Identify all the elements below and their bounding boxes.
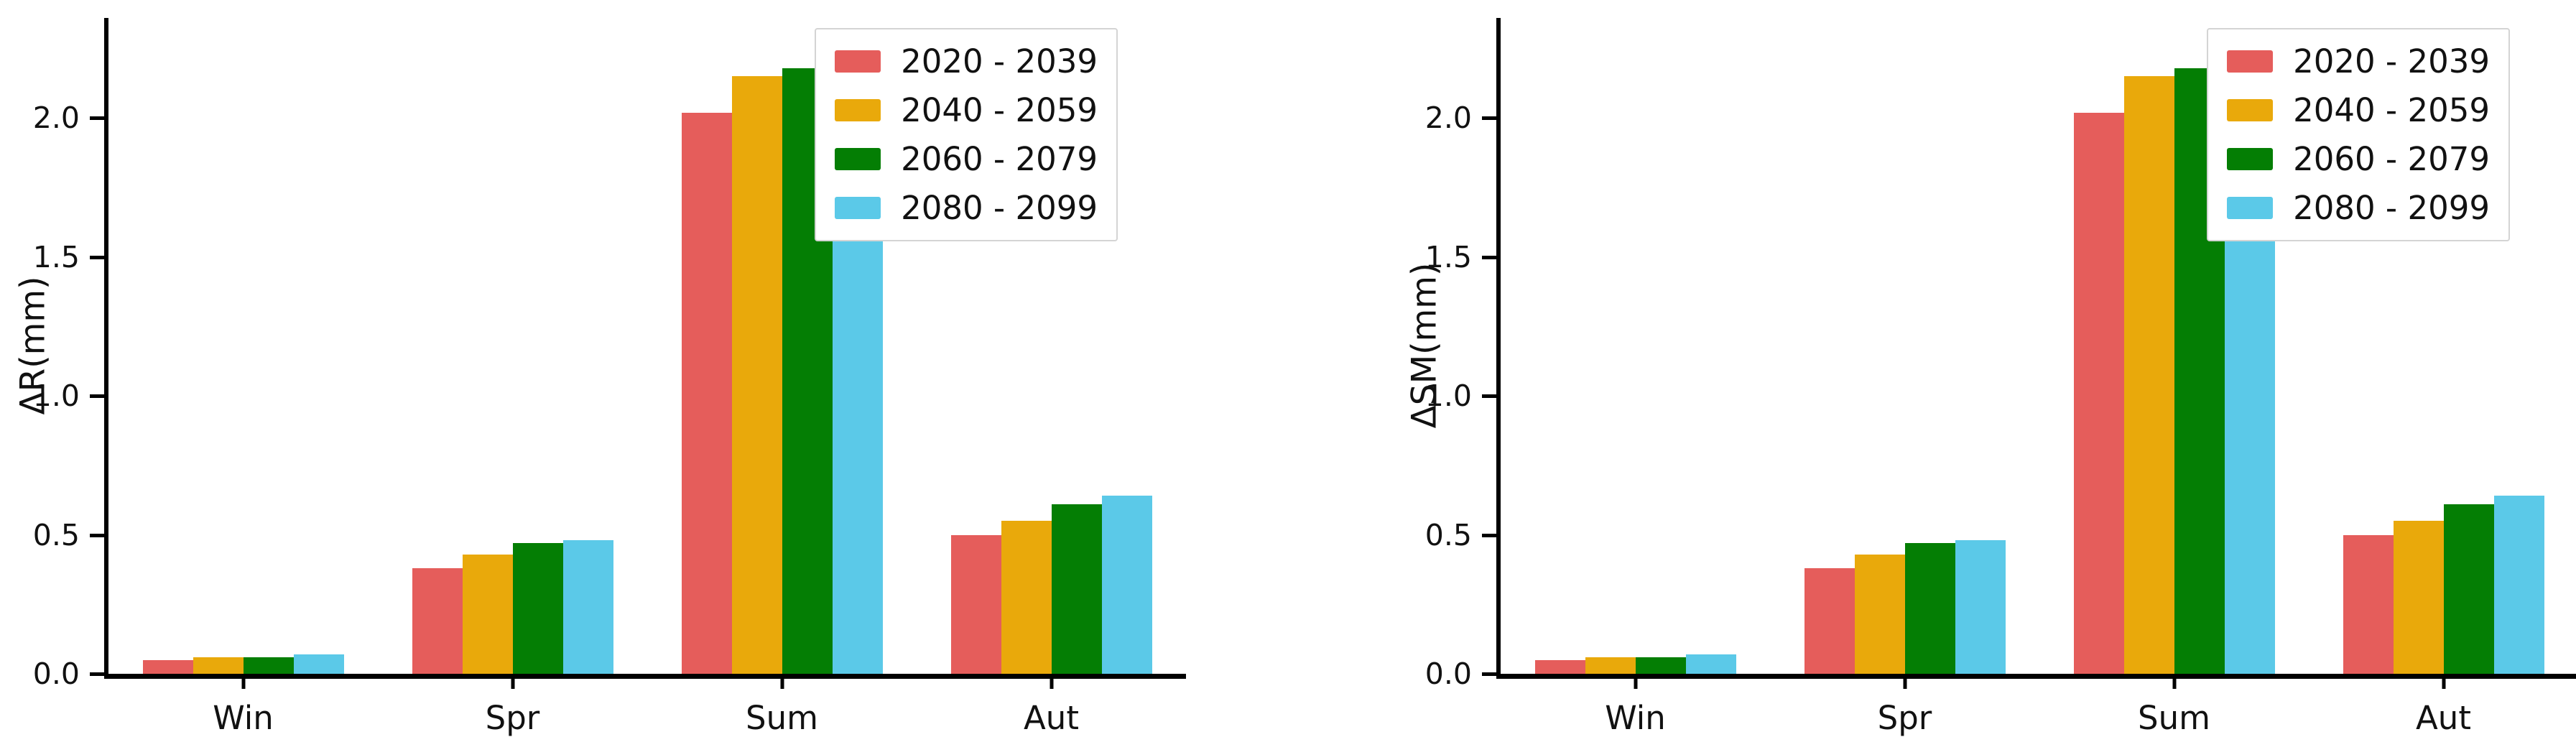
legend: 2020 - 2039 2040 - 2059 2060 - 2079 2080 - … xyxy=(815,28,1118,241)
bar xyxy=(1585,657,1636,674)
legend-color-swatch xyxy=(835,50,881,73)
bar xyxy=(412,568,463,674)
legend: 2020 - 2039 2040 - 2059 2060 - 2079 2080 - … xyxy=(2207,28,2510,241)
legend-label: 2040 - 2059 xyxy=(2293,91,2490,129)
y-tick-mark xyxy=(1482,116,1496,121)
bar xyxy=(1685,654,1736,674)
bar xyxy=(1635,657,1686,674)
y-tick-mark xyxy=(90,672,104,676)
x-tick-mark xyxy=(1903,679,1906,689)
bar xyxy=(681,112,732,674)
y-tick-mark xyxy=(90,255,104,259)
legend-label: 2080 - 2099 xyxy=(901,189,1098,227)
bar xyxy=(2073,112,2124,674)
y-tick-mark xyxy=(1482,255,1496,259)
bar xyxy=(1051,504,1102,674)
x-category-label: Aut xyxy=(2416,699,2471,737)
bar xyxy=(950,534,1001,674)
bar xyxy=(1534,659,1585,674)
bar xyxy=(1101,496,1152,674)
x-tick-mark xyxy=(1050,679,1053,689)
legend-item: 2020 - 2039 xyxy=(2227,42,2490,80)
bar xyxy=(1854,554,1905,674)
legend-color-swatch xyxy=(2227,197,2274,219)
x-tick-mark xyxy=(780,679,784,689)
y-tick-label: 2.0 xyxy=(1424,101,1472,136)
y-tick-mark xyxy=(1482,672,1496,676)
legend-item: 2060 - 2079 xyxy=(835,140,1098,178)
plot-area: 0.0 0.5 1.0 1.5 2.0 Win Spr Sum Aut 2020 - 2039 20… xyxy=(33,18,1186,737)
legend-label: 2060 - 2079 xyxy=(2293,140,2490,178)
bar xyxy=(462,554,513,674)
bar xyxy=(1804,568,1855,674)
bar xyxy=(2493,496,2544,674)
y-tick-mark xyxy=(90,116,104,121)
x-tick-mark xyxy=(1634,679,1637,689)
legend-color-swatch xyxy=(2227,148,2274,170)
legend-color-swatch xyxy=(2227,50,2274,73)
y-tick-label: 0.5 xyxy=(32,517,80,552)
legend-label: 2020 - 2039 xyxy=(2293,42,2490,80)
legend-item: 2080 - 2099 xyxy=(2227,189,2490,227)
bar xyxy=(1904,543,1955,674)
bar xyxy=(2393,521,2444,674)
y-tick-mark xyxy=(90,394,104,399)
y-tick-mark xyxy=(1482,394,1496,399)
x-category-label: Aut xyxy=(1024,699,1079,737)
bar xyxy=(1955,540,2006,674)
legend-label: 2040 - 2059 xyxy=(901,91,1098,129)
legend-label: 2020 - 2039 xyxy=(901,42,1098,80)
legend-item: 2040 - 2059 xyxy=(2227,91,2490,129)
bar xyxy=(2343,534,2394,674)
y-tick-mark xyxy=(1482,533,1496,537)
x-tick-mark xyxy=(241,679,245,689)
bar xyxy=(243,657,294,674)
plot-area: 0.0 0.5 1.0 1.5 2.0 Win Spr Sum Aut 2020 - 2039 20… xyxy=(1425,18,2576,737)
x-category-label: Sum xyxy=(2138,699,2210,737)
legend-label: 2060 - 2079 xyxy=(901,140,1098,178)
x-category-label: Win xyxy=(213,699,274,737)
legend-color-swatch xyxy=(835,99,881,121)
legend-color-swatch xyxy=(835,197,881,219)
x-category-label: Spr xyxy=(485,699,540,737)
chart-delta-r: ΔR(mm) 0.0 0.5 1.0 1.5 2.0 Win Spr Sum Aut 2020 -… xyxy=(0,0,1288,737)
legend-item: 2040 - 2059 xyxy=(835,91,1098,129)
bar xyxy=(2443,504,2494,674)
y-tick-label: 2.0 xyxy=(32,101,80,136)
y-tick-label: 1.0 xyxy=(1424,379,1472,414)
bar xyxy=(731,76,782,674)
x-category-label: Win xyxy=(1605,699,1666,737)
y-tick-label: 0.0 xyxy=(32,657,80,691)
legend-color-swatch xyxy=(2227,99,2274,121)
bar xyxy=(512,543,563,674)
legend-color-swatch xyxy=(835,148,881,170)
y-tick-label: 1.5 xyxy=(1424,239,1472,274)
bar xyxy=(142,659,193,674)
x-category-label: Spr xyxy=(1877,699,1932,737)
y-tick-label: 1.0 xyxy=(32,379,80,414)
bar xyxy=(2123,76,2174,674)
y-tick-label: 1.5 xyxy=(32,239,80,274)
bar xyxy=(562,540,613,674)
chart-delta-sm: ΔSM(mm) 0.0 0.5 1.0 1.5 2.0 Win Spr Sum Aut 2020 … xyxy=(1288,0,2576,737)
x-tick-mark xyxy=(2442,679,2445,689)
x-category-label: Sum xyxy=(746,699,818,737)
y-tick-label: 0.0 xyxy=(1424,657,1472,691)
legend-item: 2020 - 2039 xyxy=(835,42,1098,80)
bar xyxy=(1001,521,1052,674)
legend-item: 2060 - 2079 xyxy=(2227,140,2490,178)
y-tick-mark xyxy=(90,533,104,537)
legend-label: 2080 - 2099 xyxy=(2293,189,2490,227)
y-tick-label: 0.5 xyxy=(1424,517,1472,552)
bar xyxy=(193,657,244,674)
bar xyxy=(293,654,344,674)
x-tick-mark xyxy=(511,679,514,689)
x-tick-mark xyxy=(2172,679,2176,689)
legend-item: 2080 - 2099 xyxy=(835,189,1098,227)
